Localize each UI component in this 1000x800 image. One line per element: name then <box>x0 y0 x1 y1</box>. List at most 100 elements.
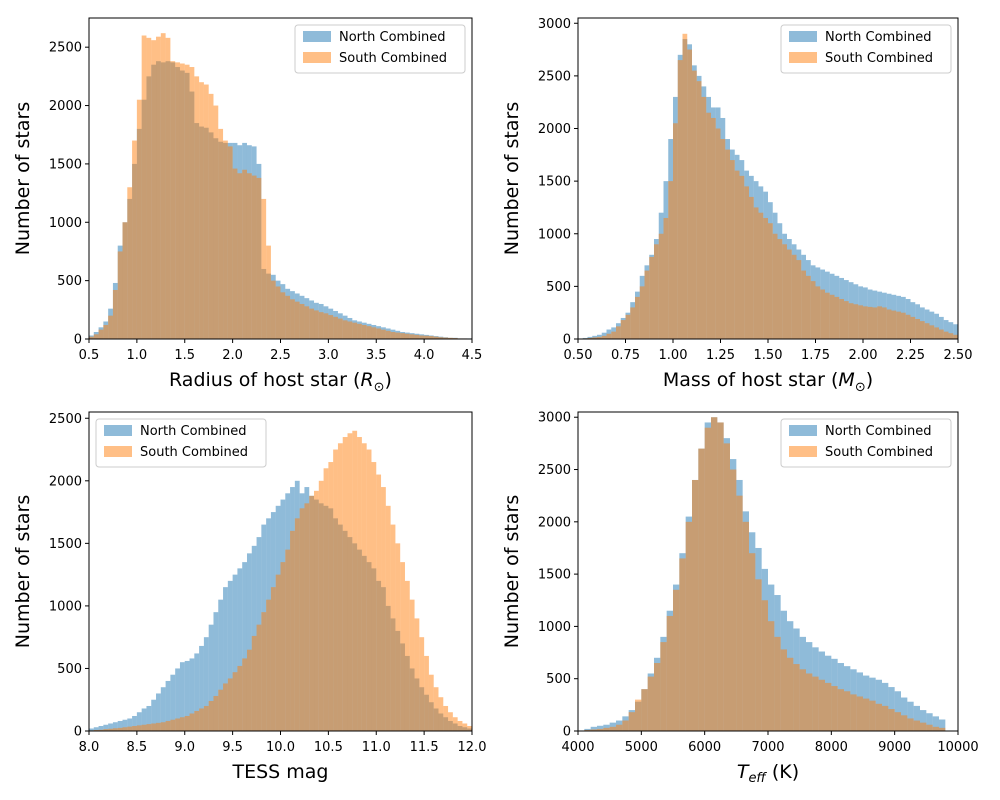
histogram-bar <box>682 33 688 339</box>
histogram-bar <box>433 336 439 339</box>
x-tick-label: 1.00 <box>659 348 688 363</box>
histogram-bar <box>189 658 195 731</box>
histogram-bar <box>290 299 295 339</box>
histogram-bar <box>275 574 281 731</box>
histogram-bar <box>342 320 348 339</box>
legend-swatch <box>789 425 817 436</box>
histogram-bar <box>194 76 200 340</box>
y-tick-label: 1000 <box>538 620 571 635</box>
histogram-bar <box>787 249 792 339</box>
histogram-bar <box>117 251 123 339</box>
histogram-bar <box>907 701 914 731</box>
y-tick-label: 2500 <box>538 463 571 478</box>
histogram-bar <box>266 599 271 731</box>
histogram-bar <box>208 93 214 340</box>
histogram-bar <box>625 314 631 339</box>
x-tick-label: 0.50 <box>564 348 593 363</box>
histogram-bar <box>156 722 161 731</box>
histogram-bar <box>213 612 219 731</box>
histogram-bar <box>146 705 152 731</box>
histogram-bar <box>863 698 870 731</box>
histogram-bar <box>782 244 787 339</box>
histogram-bar <box>831 686 838 731</box>
histogram-bar <box>381 487 386 731</box>
histogram-bar <box>467 726 472 731</box>
series-south <box>584 417 946 731</box>
histogram-bar <box>758 212 764 339</box>
x-tick-label: 9.0 <box>174 740 195 755</box>
histogram-bar <box>151 723 157 731</box>
histogram-bar <box>829 294 835 339</box>
histogram-bar <box>160 722 166 731</box>
histogram-bar <box>352 430 358 731</box>
histogram-bar <box>93 334 99 339</box>
histogram-bar <box>888 709 895 731</box>
histogram-bar <box>587 337 593 339</box>
y-tick-label: 0 <box>74 333 82 348</box>
histogram-bar <box>122 719 128 731</box>
histogram-bar <box>793 664 800 731</box>
histogram-bar <box>749 196 754 339</box>
histogram-bar <box>673 123 678 339</box>
histogram-bar <box>261 612 267 731</box>
histogram-bar <box>668 181 673 339</box>
histogram-bar <box>108 723 113 731</box>
histogram-bar <box>896 311 901 339</box>
histogram-bar <box>907 718 914 731</box>
histogram-bar <box>179 717 185 731</box>
y-tick-label: 3000 <box>538 411 571 426</box>
histogram-bar <box>347 433 353 731</box>
histogram-bar <box>635 296 640 339</box>
histogram-bar <box>698 448 705 731</box>
series-south <box>89 430 472 731</box>
histogram-bar <box>414 334 420 339</box>
histogram-bar <box>208 700 214 731</box>
y-tick-label: 1000 <box>49 216 82 231</box>
histogram-bar <box>777 239 783 339</box>
legend-label: South Combined <box>339 51 447 66</box>
histogram-bar <box>801 270 806 339</box>
histogram-bar <box>939 727 946 731</box>
histogram-bar <box>948 322 954 339</box>
histogram-bar <box>132 715 137 731</box>
x-tick-label: 2.5 <box>270 348 291 363</box>
y-tick-label: 500 <box>57 662 82 677</box>
histogram-bar <box>704 427 711 731</box>
histogram-bar <box>910 316 916 339</box>
histogram-bar <box>314 490 319 731</box>
histogram-bar <box>818 679 825 731</box>
histogram-bar <box>213 695 219 731</box>
y-tick-label: 3000 <box>538 17 571 32</box>
x-tick-label: 8.0 <box>79 740 100 755</box>
histogram-bar <box>318 480 324 731</box>
histogram-bar <box>361 324 367 339</box>
histogram-bar <box>609 722 616 731</box>
histogram-bar <box>184 715 190 731</box>
y-tick-label: 0 <box>563 333 571 348</box>
legend-label: South Combined <box>825 51 933 66</box>
histogram-bar <box>761 600 768 731</box>
x-axis-label: Radius of host star (R⊙) <box>169 369 392 395</box>
histogram-bar <box>141 35 147 339</box>
x-tick-label: 1.25 <box>706 348 735 363</box>
histogram-bar <box>943 331 949 339</box>
histogram-bar <box>768 621 775 731</box>
legend-swatch <box>789 446 817 457</box>
histogram-bar <box>189 67 195 339</box>
histogram-bar <box>175 718 180 731</box>
y-tick-label: 500 <box>57 274 82 289</box>
histogram-bar <box>203 84 209 339</box>
histogram-bar <box>611 331 616 339</box>
histogram-bar <box>739 175 745 339</box>
histogram-bar <box>924 323 930 339</box>
histogram-bar <box>679 558 686 731</box>
histogram-bar <box>772 233 778 339</box>
histogram-bar <box>323 313 329 339</box>
histogram-bar <box>810 281 816 339</box>
histogram-bar <box>93 727 99 731</box>
histogram-bar <box>117 720 123 731</box>
histogram-bar <box>232 574 238 731</box>
histogram-bar <box>597 725 604 731</box>
histogram-bar <box>730 160 735 339</box>
histogram-bar <box>141 708 147 731</box>
